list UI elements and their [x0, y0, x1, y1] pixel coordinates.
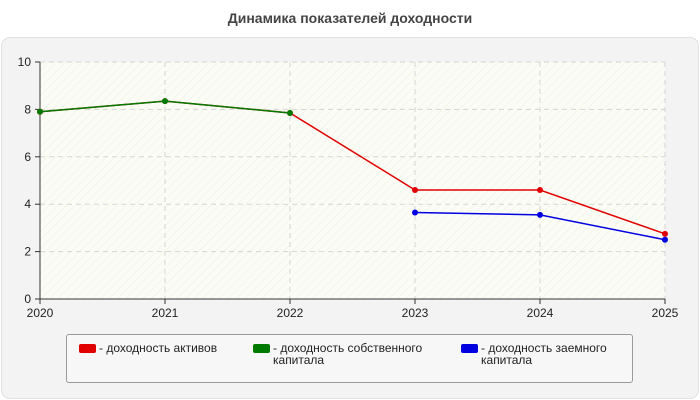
legend-label-equity: - доходность собственного капитала: [273, 341, 423, 367]
axes: [35, 61, 666, 304]
legend-label-debt: - доходность заемного капитала: [481, 341, 607, 367]
legend-swatch-assets: [79, 344, 96, 353]
x-tick-label: 2021: [152, 306, 179, 320]
x-tick-label: 2025: [652, 306, 679, 320]
x-tick-label: 2020: [27, 306, 54, 320]
plot-area: [40, 62, 665, 299]
x-tick-label: 2024: [527, 306, 554, 320]
legend-swatch-debt: [461, 344, 478, 353]
series-point-1: [37, 108, 43, 115]
legend-swatch-equity: [253, 344, 270, 353]
y-tick-label: 8: [24, 102, 31, 116]
series-point-2: [412, 209, 418, 216]
x-tick-label: 2023: [402, 306, 429, 320]
y-tick-label: 4: [24, 197, 31, 211]
y-tick-label: 0: [24, 292, 31, 306]
legend-item-equity[interactable]: - доходность собственного капитала: [253, 342, 453, 366]
y-tick-label: 10: [18, 55, 32, 69]
series-point-0: [412, 186, 418, 193]
y-tick-label: 2: [24, 245, 31, 259]
x-tick-label: 2022: [277, 306, 304, 320]
series-point-1: [162, 98, 168, 105]
series-lines: [37, 98, 668, 243]
series-point-1: [287, 109, 293, 116]
series-point-2: [662, 236, 668, 243]
legend-item-debt[interactable]: - доходность заемного капитала: [461, 342, 631, 366]
series-point-0: [662, 230, 668, 237]
series-point-2: [537, 211, 543, 218]
y-tick-label: 6: [24, 150, 31, 164]
legend-label-assets: - доходность активов: [99, 341, 218, 355]
series-point-0: [537, 186, 543, 193]
tick-labels: 0 2 4 6 8 10 2020 2021 2022 2023 2024 2025: [18, 55, 679, 320]
legend: - доходность активов - доходность собств…: [66, 334, 633, 383]
legend-item-assets[interactable]: - доходность активов: [79, 342, 249, 354]
chart-title: Динамика показателей доходности: [227, 10, 473, 26]
